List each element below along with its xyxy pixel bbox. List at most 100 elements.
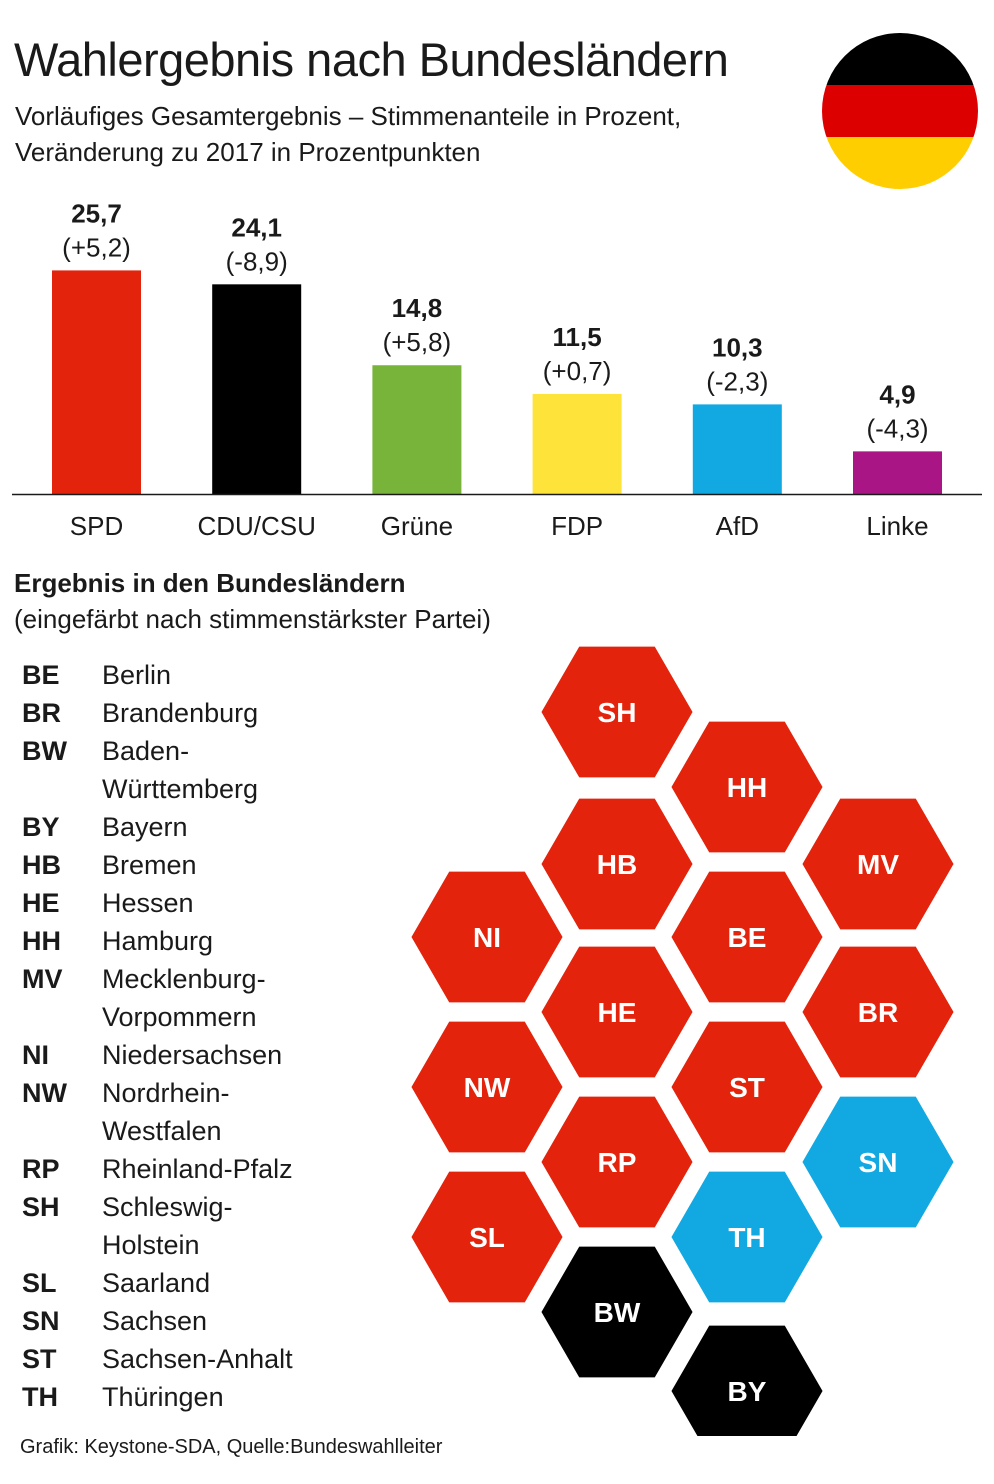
state-hex-he: HE (535, 940, 699, 1084)
state-hex-nw: NW (405, 1015, 569, 1159)
legend-state-name-line: Bayern (102, 812, 188, 842)
legend-code: HH (22, 926, 61, 956)
legend-state-name: Thüringen (102, 1378, 224, 1416)
flag-stripe-black (822, 33, 978, 85)
legend-state-name: Hessen (102, 884, 194, 922)
subtitle: Vorläufiges Gesamtergebnis – Stimmenante… (15, 98, 815, 170)
legend-state-name: Nordrhein- Westfalen (102, 1074, 230, 1150)
state-hex-label: MV (857, 849, 899, 880)
legend-code: BE (22, 660, 60, 690)
legend-state-name: Rheinland-Pfalz (102, 1150, 293, 1188)
legend-item: SH Schleswig- Holstein (22, 1188, 293, 1264)
state-hex-shape (405, 1165, 569, 1309)
source-credit: Grafik: Keystone-SDA, Quelle:Bundeswahll… (20, 1436, 443, 1458)
legend-code: BR (22, 698, 61, 728)
x-tick-label: SPD (70, 511, 123, 541)
bar-value-label: 24,1 (231, 212, 282, 242)
state-hex-sl: SL (405, 1165, 569, 1309)
legend-state-name: Schleswig- Holstein (102, 1188, 233, 1264)
legend-item: MV Mecklenburg- Vorpommern (22, 960, 293, 1036)
legend-state-name-line: Rheinland-Pfalz (102, 1154, 293, 1184)
bar-4 (692, 404, 782, 494)
state-hex-shape (535, 1090, 699, 1234)
legend-item: HH Hamburg (22, 922, 293, 960)
legend-code: SL (22, 1268, 57, 1298)
legend-code: NI (22, 1040, 49, 1070)
subtitle-line: Vorläufiges Gesamtergebnis – Stimmenante… (15, 101, 682, 131)
states-section-subtitle: (eingefärbt nach stimmenstärkster Partei… (14, 604, 491, 634)
state-hex-label: ST (729, 1072, 765, 1103)
legend-state-name-line: Holstein (102, 1230, 200, 1260)
legend-code: BY (22, 812, 60, 842)
state-hex-shape (665, 865, 829, 1009)
bar-5 (853, 451, 942, 494)
legend-item: BE Berlin (22, 656, 293, 694)
legend-code: BW (22, 736, 67, 766)
state-hex-shape (665, 1319, 829, 1436)
legend-item: SN Sachsen (22, 1302, 293, 1340)
state-hex-bw: BW (535, 1240, 699, 1384)
state-hex-label: BE (728, 922, 767, 953)
legend-code: HE (22, 888, 60, 918)
legend-item: RP Rheinland-Pfalz (22, 1150, 293, 1188)
state-hex-th: TH (665, 1165, 829, 1309)
legend-state-name-line: Sachsen-Anhalt (102, 1344, 293, 1374)
legend-state-name-line: Bremen (102, 850, 197, 880)
x-tick-label: CDU/CSU (197, 511, 315, 541)
legend-state-name-line: Brandenburg (102, 698, 259, 728)
state-hex-ni: NI (405, 865, 569, 1009)
legend-state-name-line: Hessen (102, 888, 194, 918)
legend-item: SL Saarland (22, 1264, 293, 1302)
bar-value-label: 14,8 (392, 293, 443, 323)
state-hex-sh: SH (535, 640, 699, 784)
state-hex-sn: SN (796, 1090, 960, 1234)
legend-item: NI Niedersachsen (22, 1036, 293, 1074)
state-hex-be: BE (665, 865, 829, 1009)
legend-state-name: Bremen (102, 846, 197, 884)
state-hex-mv: MV (796, 792, 960, 936)
legend-state-name: Baden- Württemberg (102, 732, 258, 808)
legend-state-name-line: Hamburg (102, 926, 214, 956)
legend-item: ST Sachsen-Anhalt (22, 1340, 293, 1378)
state-hex-shape (665, 1165, 829, 1309)
legend-code: ST (22, 1344, 57, 1374)
bar-value-label: 11,5 (553, 322, 602, 352)
bar-change-label: (-8,9) (226, 246, 288, 276)
state-hex-label: HB (597, 849, 637, 880)
legend-item: BW Baden- Württemberg (22, 732, 293, 808)
state-hex-shape (535, 792, 699, 936)
legend-state-name: Sachsen (102, 1302, 207, 1340)
bar-value-label: 10,3 (712, 332, 763, 362)
state-hex-label: SH (598, 697, 637, 728)
state-hex-shape (405, 1015, 569, 1159)
state-hex-shape (665, 1015, 829, 1159)
legend-state-name-line: Baden- (102, 736, 190, 766)
legend-code: RP (22, 1154, 60, 1184)
state-hex-label: BY (728, 1376, 767, 1407)
state-hex-label: TH (728, 1222, 765, 1253)
state-hex-by: BY (665, 1319, 829, 1436)
legend-state-name: Mecklenburg- Vorpommern (102, 960, 266, 1036)
legend-item: BY Bayern (22, 808, 293, 846)
state-hex-label: HH (727, 772, 767, 803)
legend-code: HB (22, 850, 61, 880)
x-tick-label: Grüne (381, 511, 453, 541)
state-hex-hh: HH (665, 715, 829, 859)
bar-change-label: (+5,8) (383, 327, 452, 357)
legend-code: NW (22, 1078, 67, 1108)
legend-state-name-line: Württemberg (102, 774, 259, 804)
bar-1 (212, 284, 302, 494)
legend-item: HE Hessen (22, 884, 293, 922)
states-section-title: Ergebnis in den Bundesländern (14, 568, 406, 598)
state-hex-rp: RP (535, 1090, 699, 1234)
state-hex-shape (796, 792, 960, 936)
legend-state-name: Niedersachsen (102, 1036, 282, 1074)
bar-change-label: (-2,3) (706, 366, 768, 396)
state-hex-hb: HB (535, 792, 699, 936)
state-hex-shape (405, 865, 569, 1009)
legend-state-name-line: Mecklenburg- (102, 964, 266, 994)
bar-2 (372, 365, 462, 494)
legend-code: TH (22, 1382, 58, 1412)
legend-state-name-line: Berlin (102, 660, 172, 690)
legend-state-name: Sachsen-Anhalt (102, 1340, 293, 1378)
